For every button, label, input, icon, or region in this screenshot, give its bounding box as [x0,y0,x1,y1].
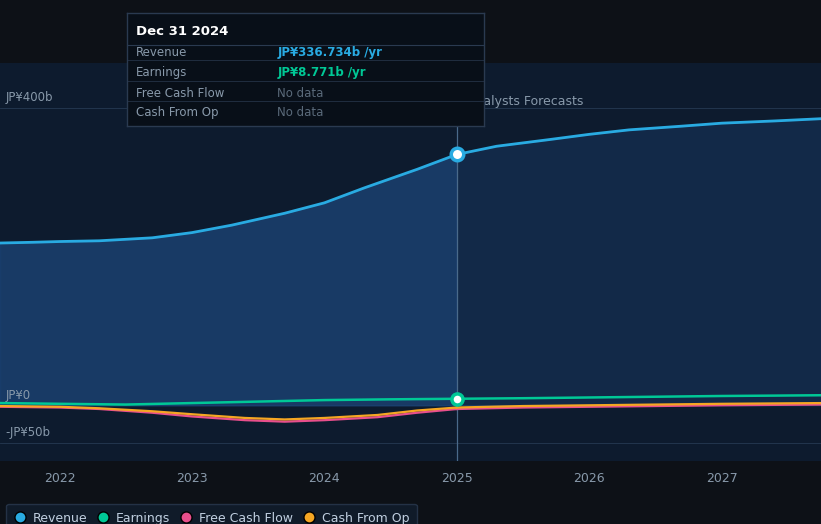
Text: JP¥400b: JP¥400b [5,91,53,104]
Legend: Revenue, Earnings, Free Cash Flow, Cash From Op: Revenue, Earnings, Free Cash Flow, Cash … [7,504,416,524]
Text: Earnings: Earnings [136,67,187,79]
Text: Revenue: Revenue [136,46,187,59]
Text: JP¥336.734b /yr: JP¥336.734b /yr [277,46,383,59]
Text: Dec 31 2024: Dec 31 2024 [136,25,228,38]
Text: JP¥0: JP¥0 [5,389,30,401]
Text: Analysts Forecasts: Analysts Forecasts [467,95,584,108]
Text: No data: No data [277,106,323,119]
Text: JP¥8.771b /yr: JP¥8.771b /yr [277,67,366,79]
Text: Past: Past [420,95,447,108]
Text: No data: No data [277,86,323,100]
Text: Free Cash Flow: Free Cash Flow [136,86,225,100]
Text: -JP¥50b: -JP¥50b [5,426,50,439]
Text: Cash From Op: Cash From Op [136,106,218,119]
